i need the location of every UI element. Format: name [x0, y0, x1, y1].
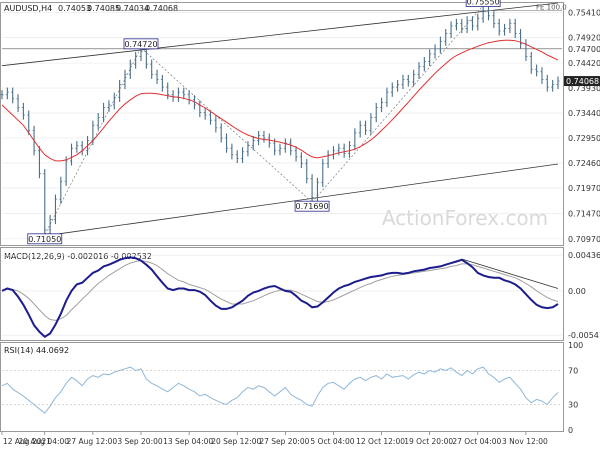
macd-tick-label: -0.005411: [568, 331, 600, 340]
x-tick-label: 27 Sep 20:00: [259, 437, 309, 446]
rsi-title: RSI(14) 44.0692: [4, 346, 69, 355]
x-tick-label: 20 Sep 12:00: [211, 437, 261, 446]
macd-tick-label: 0.004367: [568, 251, 600, 260]
x-tick-label: 19 Oct 20:00: [404, 437, 453, 446]
rsi-tick-label: 0: [568, 426, 573, 435]
macd-panel-frame: [1, 248, 564, 341]
swing-label: 0.71690: [296, 202, 329, 211]
ohlc-close: 0.74068: [145, 4, 178, 13]
fe-label: FE 100.0: [536, 4, 567, 12]
price-tick-label: 0.72460: [568, 159, 600, 168]
x-tick-label: 20 Aug 04:00: [18, 437, 69, 446]
watermark: ActionForex.com: [382, 206, 548, 230]
last-price-label: 0.74068: [566, 77, 599, 86]
rsi-tick-label: 70: [568, 367, 578, 376]
level-price-label: 0.74700: [568, 45, 600, 54]
price-tick-label: 0.71970: [568, 184, 600, 193]
price-tick-label: 0.72950: [568, 134, 600, 143]
x-tick-label: 3 Nov 12:00: [502, 437, 548, 446]
x-tick-label: 3 Sep 20:00: [117, 437, 163, 446]
price-tick-label: 0.71470: [568, 209, 600, 218]
price-tick-label: 0.70970: [568, 235, 600, 244]
swing-label: 0.75550: [467, 0, 500, 7]
price-tick-label: 0.74920: [568, 34, 600, 43]
rsi-panel-frame: [1, 343, 564, 432]
rsi-tick-label: 100: [568, 341, 583, 350]
price-tick-label: 0.75410: [568, 9, 600, 18]
symbol-label: AUDUSD,H4: [4, 4, 52, 13]
x-tick-label: 27 Oct 04:00: [452, 437, 501, 446]
x-tick-label: 27 Aug 12:00: [67, 437, 118, 446]
price-tick-label: 0.74420: [568, 59, 600, 68]
x-tick-label: 12 Oct 12:00: [356, 437, 405, 446]
swing-label: 0.71050: [28, 235, 61, 244]
rsi-tick-label: 30: [568, 401, 578, 410]
macd-tick-label: 0.00: [568, 287, 586, 296]
x-tick-label: 13 Sep 04:00: [163, 437, 213, 446]
swing-label: 0.74720: [124, 40, 157, 49]
x-tick-label: 5 Oct 04:00: [310, 437, 354, 446]
price-tick-label: 0.73440: [568, 109, 600, 118]
